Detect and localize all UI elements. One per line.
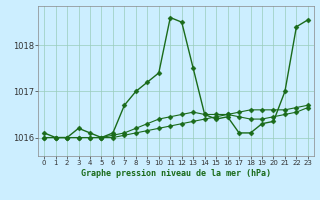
X-axis label: Graphe pression niveau de la mer (hPa): Graphe pression niveau de la mer (hPa): [81, 169, 271, 178]
